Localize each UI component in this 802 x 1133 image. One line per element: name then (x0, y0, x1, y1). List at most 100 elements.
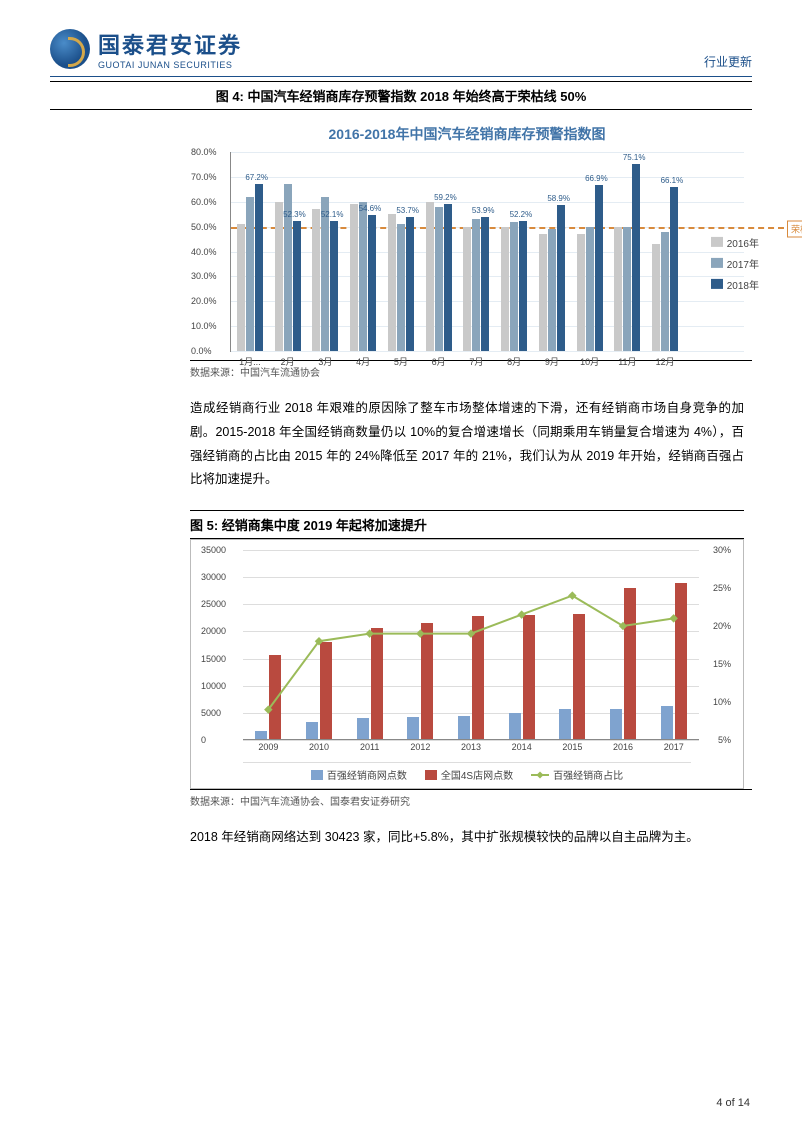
chart2-year-group: 2010 (294, 550, 345, 739)
chart2-year-group: 2017 (648, 550, 699, 739)
x-axis-label: 6月 (432, 355, 446, 368)
x-axis-label: 12月 (656, 355, 675, 368)
chart1-month-group: 53.7%5月 (382, 152, 420, 351)
bar-top100 (407, 717, 419, 739)
fig5-chart-area: 3500030000250002000015000100005000030%25… (243, 550, 699, 740)
bar-y2018 (557, 205, 565, 352)
fig4-chart-area: 2016年 2017年 2018年 80.0%70.0%60.0%50.0%40… (230, 152, 744, 352)
logo-text: 国泰君安证券 GUOTAI JUNAN SECURITIES (98, 28, 242, 70)
bar-all4s (371, 628, 383, 739)
bar-y2018 (293, 221, 301, 351)
bar-all4s (624, 588, 636, 739)
header-section-label: 行业更新 (704, 53, 752, 70)
y-axis-label: 60.0% (191, 197, 217, 207)
bar-top100 (255, 731, 267, 739)
bar-y2017 (321, 197, 329, 351)
x-axis-label: 1月... (239, 355, 261, 368)
chart1-month-group: 58.9%9月 (533, 152, 571, 351)
bar-y2016 (275, 202, 283, 351)
x-axis-label: 2013 (461, 742, 481, 752)
logo-zh: 国泰君安证券 (98, 28, 242, 60)
chart1-month-group: 52.2%8月 (495, 152, 533, 351)
y-axis-left-label: 5000 (201, 708, 221, 718)
bar-value-label: 58.9% (547, 194, 570, 203)
y-axis-left-label: 0 (201, 735, 206, 745)
bar-all4s (421, 623, 433, 739)
bar-y2016 (388, 214, 396, 351)
bar-y2018 (406, 217, 414, 351)
bar-all4s (573, 614, 585, 739)
bar-value-label: 67.2% (245, 173, 268, 182)
legend-swatch-icon (311, 770, 323, 780)
x-axis-label: 11月 (618, 355, 636, 368)
chart1-month-group: 66.9%10月 (571, 152, 609, 351)
chart1-month-group: 66.1%12月 (646, 152, 684, 351)
x-axis-label: 2017 (664, 742, 684, 752)
chart1-month-group: 59.2%6月 (420, 152, 458, 351)
fig5-chart-container: 3500030000250002000015000100005000030%25… (190, 539, 744, 789)
bar-all4s (320, 642, 332, 739)
y-axis-right-label: 15% (713, 659, 731, 669)
bar-value-label: 53.7% (396, 206, 419, 215)
chart1-month-group: 75.1%11月 (609, 152, 647, 351)
y-axis-label: 10.0% (191, 321, 217, 331)
y-axis-label: 40.0% (191, 247, 217, 257)
logo-icon (50, 29, 90, 69)
legend-2016: 2016年 (711, 234, 759, 249)
chart2-year-group: 2013 (446, 550, 497, 739)
bar-y2017 (661, 232, 669, 351)
x-axis-label: 10月 (580, 355, 599, 368)
fig4-legend: 2016年 2017年 2018年 (711, 234, 759, 291)
y-axis-right-label: 30% (713, 545, 731, 555)
bar-value-label: 52.3% (283, 210, 306, 219)
x-axis-label: 2009 (258, 742, 278, 752)
y-axis-right-label: 10% (713, 697, 731, 707)
chart2-year-group: 2016 (598, 550, 649, 739)
legend-swatch-icon (711, 279, 723, 289)
bar-y2018 (255, 184, 263, 351)
x-axis-label: 2016 (613, 742, 633, 752)
chart1-month-group: 67.2%1月... (231, 152, 269, 351)
bar-value-label: 66.9% (585, 174, 608, 183)
bar-value-label: 52.2% (510, 210, 533, 219)
bar-y2018 (632, 164, 640, 351)
legend-swatch-icon (711, 258, 723, 268)
x-axis-label: 2012 (410, 742, 430, 752)
bar-top100 (661, 706, 673, 739)
bar-y2016 (539, 234, 547, 351)
bar-y2017 (246, 197, 254, 351)
chart1-month-group: 53.9%7月 (458, 152, 496, 351)
y-axis-left-label: 30000 (201, 572, 226, 582)
x-axis-label: 9月 (545, 355, 559, 368)
fig5-title: 图 5: 经销商集中度 2019 年起将加速提升 (190, 510, 744, 539)
y-axis-label: 0.0% (191, 346, 212, 356)
bar-y2016 (426, 202, 434, 351)
bar-y2017 (435, 207, 443, 351)
legend-label: 百强经销商占比 (553, 767, 623, 782)
legend-label: 2016年 (727, 234, 759, 249)
chart2-year-group: 2011 (344, 550, 395, 739)
legend-swatch-icon (425, 770, 437, 780)
bar-y2016 (350, 204, 358, 351)
y-axis-left-label: 15000 (201, 654, 226, 664)
y-axis-label: 20.0% (191, 296, 217, 306)
fig5-source: 数据来源：中国汽车流通协会、国泰君安证券研究 (190, 789, 752, 808)
bar-y2017 (359, 202, 367, 351)
y-axis-right-label: 20% (713, 621, 731, 631)
legend-label: 2017年 (727, 255, 759, 270)
bar-top100 (610, 709, 622, 739)
page-header: 国泰君安证券 GUOTAI JUNAN SECURITIES 行业更新 (50, 28, 752, 77)
bar-y2016 (237, 224, 245, 351)
bar-y2016 (614, 227, 622, 351)
bar-y2017 (586, 227, 594, 351)
legend-all4s: 全国4S店网点数 (425, 767, 513, 782)
y-axis-left-label: 20000 (201, 626, 226, 636)
bar-y2018 (368, 215, 376, 351)
bar-value-label: 52.1% (321, 210, 344, 219)
bar-value-label: 54.6% (359, 204, 382, 213)
bar-y2017 (623, 227, 631, 351)
fig4-chart-title: 2016-2018年中国汽车经销商库存预警指数图 (190, 124, 744, 144)
y-axis-right-label: 25% (713, 583, 731, 593)
legend-line-icon (531, 774, 549, 776)
chart1-month-group: 54.6%4月 (344, 152, 382, 351)
